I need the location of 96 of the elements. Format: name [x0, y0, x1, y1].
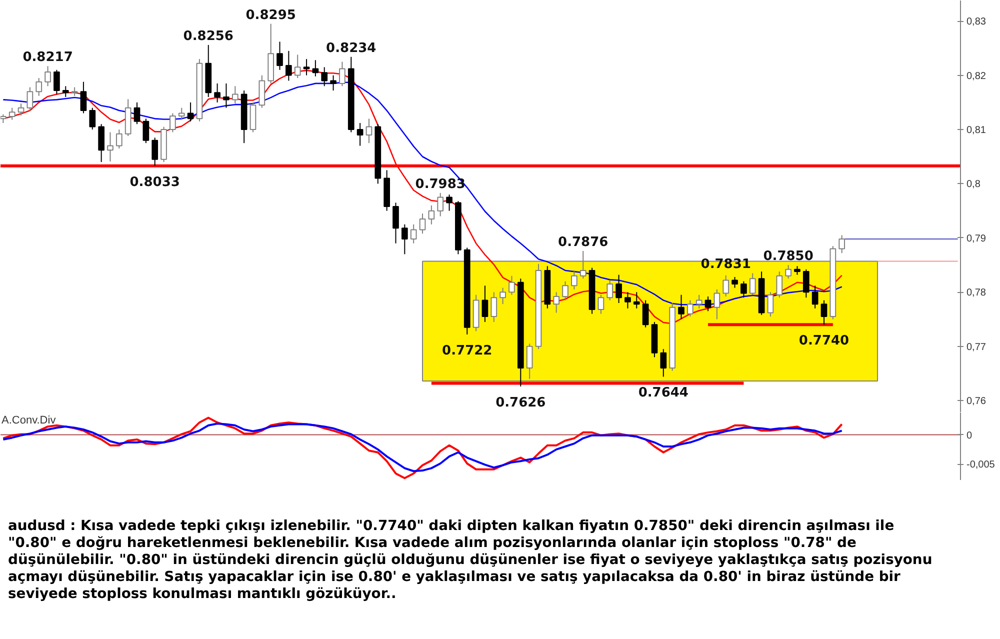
annotation: 0.8256	[183, 28, 234, 44]
candlestick	[80, 81, 87, 114]
candlestick	[276, 41, 283, 70]
candlestick	[214, 82, 220, 103]
annotation: 0.8295	[246, 8, 296, 23]
candlestick	[500, 287, 506, 305]
candlestick	[562, 280, 568, 301]
candlestick	[366, 118, 372, 144]
chart-title: A.Conv.Div	[2, 414, 56, 426]
annotation: 0.8033	[130, 174, 180, 190]
candlestick	[704, 296, 712, 312]
line-series	[2, 422, 843, 472]
candlestick	[696, 294, 702, 309]
candlestick	[401, 224, 408, 255]
candlestick	[785, 264, 792, 280]
candlestick	[36, 78, 42, 96]
candlestick	[776, 271, 783, 298]
candlestick	[437, 192, 444, 217]
annotation: 0.7831	[700, 257, 751, 272]
y-tick-label: 0,8	[966, 179, 981, 190]
annotation: 0.7722	[442, 343, 492, 358]
y-tick-label: -0,005	[966, 460, 996, 471]
candlestick	[686, 300, 694, 318]
candlestick	[223, 82, 230, 108]
y-tick-label: 0,83	[966, 16, 986, 28]
candlestick	[178, 107, 185, 120]
y-tick-label: 0	[966, 430, 972, 442]
candlestick	[446, 194, 452, 212]
candlestick	[321, 66, 328, 87]
candlestick	[642, 300, 649, 328]
candlestick	[98, 124, 104, 163]
candlestick	[419, 213, 426, 234]
candlestick	[678, 294, 684, 320]
annotation: 0.7876	[558, 234, 608, 250]
candlestick	[18, 103, 24, 116]
annotation: 0.8234	[326, 40, 376, 56]
annotation: 0.7644	[638, 386, 688, 401]
candlestick	[392, 202, 399, 244]
y-tick-label: 0,82	[966, 70, 986, 82]
candlestick	[508, 275, 515, 296]
candlestick	[606, 280, 614, 301]
annotation: 0.7850	[763, 249, 814, 264]
candlestick	[598, 294, 604, 314]
candlestick	[526, 343, 533, 380]
candlestick	[838, 234, 846, 254]
annotation: 0.7740	[798, 334, 850, 349]
y-tick-label: 0,77	[966, 342, 986, 353]
candlestick	[312, 60, 319, 77]
candlestick	[714, 288, 720, 320]
candlestick	[134, 102, 140, 125]
candlestick	[26, 86, 34, 112]
y-tick-label: 0,76	[966, 396, 986, 408]
candlestick	[633, 292, 640, 309]
candlestick	[170, 112, 176, 133]
candlestick	[490, 292, 498, 322]
line-series	[2, 416, 843, 480]
y-tick-label: 0,81	[966, 125, 986, 136]
candlestick	[8, 107, 16, 120]
candlestick	[89, 107, 96, 130]
candlestick	[482, 285, 488, 322]
candlestick	[294, 54, 301, 79]
candlestick	[187, 102, 194, 122]
candlestick	[107, 132, 114, 162]
candlestick	[740, 280, 747, 298]
candlestick	[44, 66, 51, 87]
candlestick	[722, 274, 730, 297]
candlestick	[616, 274, 622, 304]
candlestick	[410, 224, 417, 244]
candlestick	[802, 268, 810, 298]
candlestick	[624, 292, 631, 309]
candlestick	[152, 137, 158, 166]
candlestick	[232, 86, 238, 104]
candlestick	[339, 61, 346, 87]
candlestick	[54, 69, 60, 95]
annotation: 0.8217	[22, 50, 73, 66]
candlestick	[571, 270, 578, 290]
candlestick	[286, 50, 292, 82]
candlestick	[553, 292, 560, 314]
annotation: 0.7626	[496, 395, 546, 410]
y-tick-label: 0,78	[966, 288, 986, 299]
candlestick	[820, 300, 828, 326]
candlestick	[142, 118, 150, 144]
y-tick-label: 0,79	[966, 233, 986, 244]
annotation: 0.7983	[415, 176, 466, 192]
text: audusd : Kısa vadede tepki çıkışı izlenebilir. "0.7740" daki dipten kalkan fiyatın 0.7850" deki direncin aşılması ile "0.80" e doğru hareketlenmesi beklenebilir. Kısa vadede alım pozisyonlarında olanlar için stoploss "0.78" de düşünülebilir. "0.80" in üstündeki direncin güçlü olduğunu düşünenler ise fiyat o seviyeye yaklaştıkça satış pozisyonu açmayı düşünebilir. Satış yapacaklar için ise 0.80' e yaklaşılması ve satış yapılacaksa da 0.80' in biraz üstünde bir seviyede stoploss konulması mantıklı gözüküyor..	[8, 518, 934, 603]
candlestick	[428, 204, 435, 225]
candlestick	[749, 272, 756, 296]
candlestick	[116, 129, 122, 149]
candlestick	[330, 74, 336, 91]
candlestick	[767, 292, 774, 318]
candlestick	[812, 285, 818, 309]
candlestick	[660, 348, 667, 378]
candlestick	[732, 276, 738, 288]
candlestick	[303, 58, 310, 76]
candlestick	[356, 122, 364, 146]
candlestick	[62, 86, 69, 98]
